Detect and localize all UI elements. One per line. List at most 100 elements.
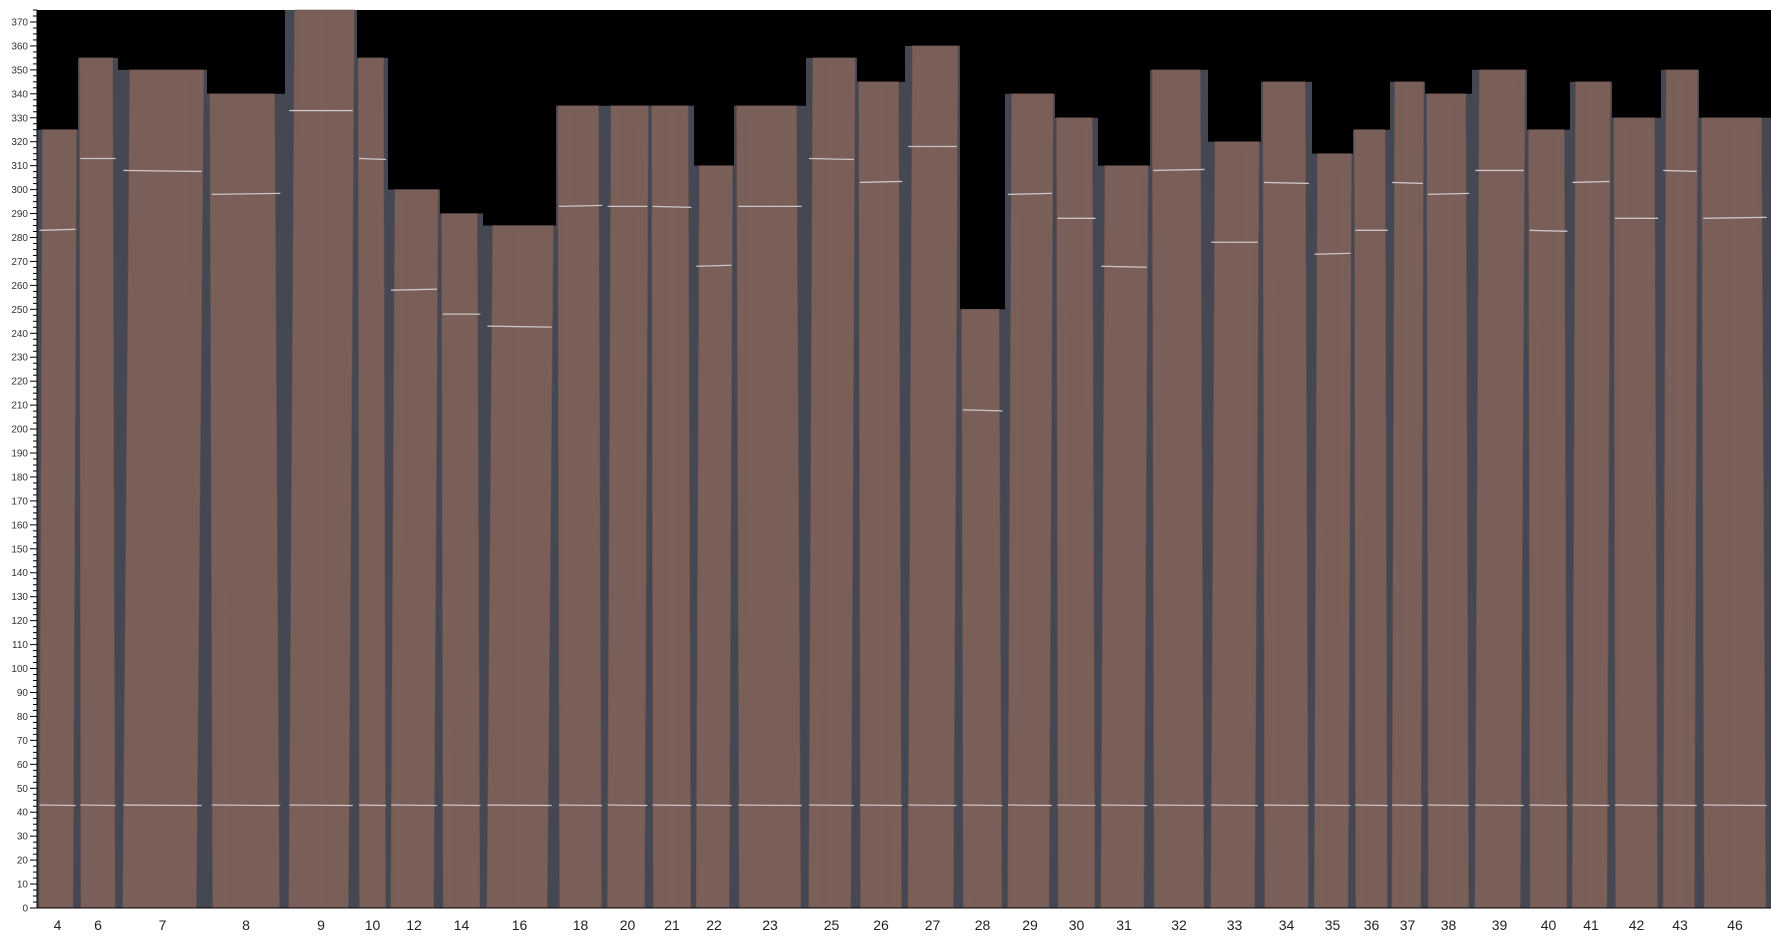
x-tick-label: 30	[1069, 917, 1085, 933]
x-tick-label: 41	[1583, 917, 1599, 933]
y-tick-label: 50	[17, 784, 29, 795]
y-tick-label: 230	[11, 353, 28, 364]
bar-lower-marker	[1007, 804, 1053, 807]
y-tick-label: 270	[11, 257, 28, 268]
y-tick-label: 280	[11, 233, 28, 244]
y-tick-label: 350	[11, 65, 28, 76]
bar-grain	[1193, 75, 1196, 907]
bar-grain	[1483, 75, 1487, 907]
y-tick-label: 150	[11, 544, 28, 555]
bar-lower-marker	[1355, 804, 1388, 807]
bar-grain	[1298, 87, 1302, 907]
bar-grain	[184, 75, 188, 907]
y-tick-label: 110	[12, 640, 28, 651]
x-tick-label: 32	[1171, 917, 1187, 933]
bar-grain	[537, 231, 541, 907]
bar-upper-marker	[358, 157, 387, 161]
x-tick-label: 42	[1629, 917, 1645, 933]
bar-21	[650, 105, 694, 909]
bar-lower-marker	[1101, 804, 1147, 807]
bar-grain	[300, 15, 304, 907]
bar-grain	[1648, 123, 1652, 907]
bar-8	[207, 93, 285, 909]
y-axis: 0 10 20 30 40 50 60 70 80 90 100 110 120 130 140 150 160…	[11, 9, 1771, 915]
bar-lower-marker	[908, 804, 957, 807]
bar-grain	[338, 15, 342, 907]
bar-lower-marker	[391, 804, 437, 807]
bar-upper-marker	[39, 228, 76, 231]
bar-grain	[1247, 147, 1251, 907]
x-tick-label: 7	[159, 917, 167, 933]
bar-grain	[749, 111, 753, 907]
bar-grain	[701, 171, 705, 907]
bar-grain	[816, 63, 820, 907]
bar-upper-marker	[211, 192, 281, 196]
bar-lower-marker	[1703, 804, 1767, 807]
bar-upper-marker	[962, 409, 1003, 412]
bar-grain	[592, 111, 596, 907]
bar-grain	[1621, 123, 1625, 907]
bar-lower-marker	[1211, 804, 1258, 807]
bar-grain	[1714, 123, 1718, 907]
bar-grain	[1162, 75, 1165, 907]
bar-22	[694, 165, 734, 909]
bar-43	[1661, 69, 1699, 909]
bar-lower-marker	[1057, 804, 1096, 807]
bar-grain	[107, 63, 111, 907]
bar-grain	[1136, 171, 1140, 907]
y-tick-label: 210	[11, 401, 28, 412]
y-tick-label: 190	[11, 449, 28, 460]
bar-lower-marker	[1314, 804, 1351, 807]
bar-grain	[67, 135, 71, 907]
bar-lower-marker	[558, 804, 603, 807]
bar-14	[440, 213, 483, 909]
bar-grain	[1578, 87, 1581, 907]
y-tick-label: 260	[11, 281, 28, 292]
bar-plank	[736, 105, 802, 909]
y-tick-label: 290	[11, 209, 28, 220]
bar-upper-marker	[1427, 192, 1470, 196]
bar-42	[1612, 117, 1661, 909]
bar-grain	[613, 111, 617, 907]
bar-lower-marker	[80, 804, 116, 807]
bar-plank	[1151, 69, 1205, 909]
bar-upper-marker	[558, 204, 603, 208]
x-tick-label: 36	[1364, 917, 1380, 933]
bar-33	[1208, 141, 1261, 909]
x-tick-label: 31	[1116, 917, 1132, 933]
x-tick-label: 33	[1227, 917, 1243, 933]
x-tick-label: 25	[824, 917, 840, 933]
bar-lower-marker	[1475, 804, 1524, 807]
bar-39	[1472, 69, 1527, 909]
bar-grain	[892, 87, 896, 907]
bar-12	[388, 189, 440, 909]
bar-27	[905, 45, 960, 909]
bar-grain	[1380, 135, 1384, 907]
bar-grain	[1396, 87, 1400, 907]
y-tick-label: 320	[11, 137, 28, 148]
bar-46	[1699, 117, 1771, 909]
x-tick-label: 35	[1325, 917, 1341, 933]
bar-grain	[224, 99, 227, 907]
bar-lower-marker	[1572, 804, 1610, 807]
bar-lower-marker	[1614, 804, 1659, 807]
bar-6	[78, 57, 118, 909]
bar-38	[1425, 93, 1472, 909]
bar-upper-marker	[1314, 252, 1351, 255]
bar-grain	[968, 315, 972, 907]
x-tick-label: 9	[317, 917, 325, 933]
bar-plank	[209, 93, 280, 909]
x-axis-labels: 4 6 7 8 9 10 12 14 16 18 20 21 22 23 25 26 27 28 29 30 31 32 3…	[54, 917, 1743, 933]
x-tick-label: 23	[762, 917, 778, 933]
bar-grain	[723, 171, 727, 907]
bar-grain	[1086, 123, 1090, 907]
x-tick-label: 38	[1441, 917, 1457, 933]
x-tick-label: 14	[454, 917, 470, 933]
y-tick-label: 0	[22, 904, 28, 915]
bar-upper-marker	[1703, 216, 1767, 219]
bar-lower-marker	[211, 804, 281, 807]
bar-upper-marker	[1572, 180, 1610, 184]
bar-20	[605, 105, 650, 909]
bar-grain	[1342, 159, 1346, 907]
bar-26	[857, 81, 905, 909]
